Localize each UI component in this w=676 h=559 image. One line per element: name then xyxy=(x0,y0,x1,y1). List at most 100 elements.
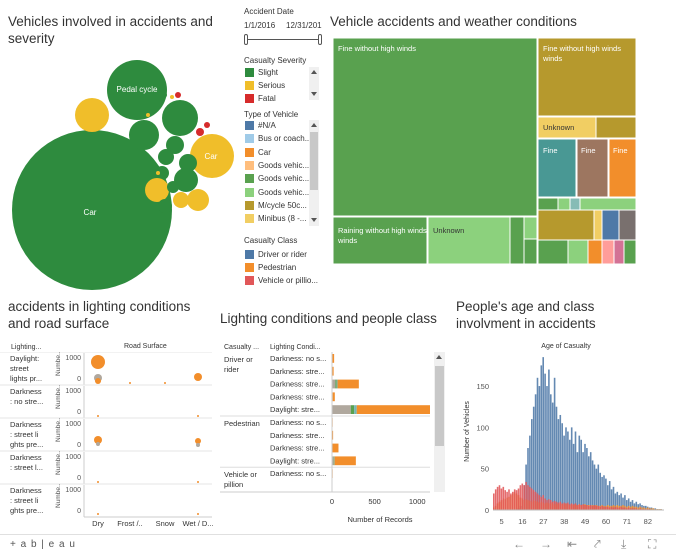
age-bar[interactable] xyxy=(546,386,548,510)
age-bar[interactable] xyxy=(582,452,584,510)
download-icon[interactable]: ⤓ xyxy=(621,537,627,551)
age-bar[interactable] xyxy=(605,478,607,510)
age-bar[interactable] xyxy=(532,406,535,510)
legend-swatch[interactable] xyxy=(245,187,254,197)
age-bar[interactable] xyxy=(593,505,596,510)
treemap-cell[interactable] xyxy=(595,116,637,139)
age-bar[interactable] xyxy=(593,464,596,510)
age-bar[interactable] xyxy=(610,506,613,510)
age-bar[interactable] xyxy=(591,505,594,510)
age-bar[interactable] xyxy=(534,491,537,510)
age-bar[interactable] xyxy=(607,506,609,510)
age-bar[interactable] xyxy=(652,508,655,510)
slider-handle-start[interactable] xyxy=(244,34,248,45)
treemap-cell[interactable] xyxy=(509,216,525,264)
age-bar[interactable] xyxy=(550,394,552,510)
age-bar[interactable] xyxy=(563,435,565,510)
age-bar[interactable] xyxy=(519,485,522,510)
legend-item-label[interactable]: Bus or coach.. xyxy=(258,134,310,144)
age-bar[interactable] xyxy=(629,508,632,510)
bubble[interactable] xyxy=(158,199,172,213)
age-bar[interactable] xyxy=(629,506,632,510)
people-bar-segment[interactable] xyxy=(335,379,337,389)
age-bar[interactable] xyxy=(565,427,567,510)
age-bar[interactable] xyxy=(532,490,535,510)
age-bar[interactable] xyxy=(635,508,638,510)
age-bar[interactable] xyxy=(578,504,581,510)
age-bar[interactable] xyxy=(559,501,562,510)
age-bar[interactable] xyxy=(639,508,641,510)
people-bar-segment[interactable] xyxy=(336,379,338,389)
bubble-car-small[interactable] xyxy=(190,134,234,178)
age-bar[interactable] xyxy=(538,495,541,510)
bubble[interactable] xyxy=(129,120,159,150)
age-bar[interactable] xyxy=(551,501,554,510)
age-bar[interactable] xyxy=(631,500,634,510)
legend-swatch[interactable] xyxy=(245,263,254,272)
legend-swatch[interactable] xyxy=(245,147,254,157)
age-bar[interactable] xyxy=(542,495,544,510)
age-bar[interactable] xyxy=(569,439,571,510)
age-bar[interactable] xyxy=(629,501,632,510)
tableau-logo[interactable]: + a b | e a u xyxy=(10,539,76,550)
treemap-cell[interactable] xyxy=(601,209,620,241)
age-bar[interactable] xyxy=(608,481,611,510)
age-bar[interactable] xyxy=(550,500,552,510)
lighting-road-mark[interactable] xyxy=(197,415,199,417)
legend-item-label[interactable]: M/cycle 50c... xyxy=(258,200,307,210)
age-bar[interactable] xyxy=(553,500,556,510)
age-bar[interactable] xyxy=(561,423,563,510)
age-bar[interactable] xyxy=(506,491,508,510)
age-bar[interactable] xyxy=(576,452,579,510)
lighting-road-mark[interactable] xyxy=(97,481,99,483)
people-bar-segment[interactable] xyxy=(332,392,335,402)
treemap-cell-fine-big[interactable] xyxy=(333,38,538,217)
age-bar[interactable] xyxy=(563,502,565,510)
age-bar[interactable] xyxy=(631,505,634,510)
treemap-cell[interactable] xyxy=(623,239,637,264)
age-bar[interactable] xyxy=(559,414,562,510)
legend-swatch[interactable] xyxy=(245,160,254,170)
age-bar[interactable] xyxy=(500,488,503,510)
lighting-road-mark[interactable] xyxy=(164,382,166,384)
age-bar[interactable] xyxy=(597,464,600,510)
age-bar[interactable] xyxy=(555,501,558,510)
age-bar[interactable] xyxy=(508,489,510,510)
age-bar[interactable] xyxy=(531,488,533,510)
age-bar[interactable] xyxy=(548,499,550,510)
age-bar[interactable] xyxy=(502,486,505,510)
age-bar[interactable] xyxy=(504,490,506,510)
treemap-cell[interactable] xyxy=(523,216,538,240)
age-bar[interactable] xyxy=(534,394,537,510)
people-bar-segment[interactable] xyxy=(332,354,335,363)
treemap-cell[interactable] xyxy=(523,238,538,264)
bubble-car-big[interactable] xyxy=(12,130,172,290)
age-bar[interactable] xyxy=(595,468,598,510)
age-bar[interactable] xyxy=(648,508,651,510)
legend-item-label[interactable]: Fatal xyxy=(258,94,276,103)
age-bar[interactable] xyxy=(582,504,584,510)
age-bar[interactable] xyxy=(531,419,533,510)
lighting-road-mark[interactable] xyxy=(95,378,101,384)
age-bar[interactable] xyxy=(546,500,548,510)
treemap-cell[interactable] xyxy=(557,197,571,211)
age-bar[interactable] xyxy=(614,493,617,510)
legend-swatch[interactable] xyxy=(245,134,254,144)
bubble[interactable] xyxy=(196,128,204,136)
legend-item-label[interactable]: Serious xyxy=(258,81,286,90)
age-bar[interactable] xyxy=(580,505,582,510)
people-bar-segment[interactable] xyxy=(332,366,334,376)
legend-item-label[interactable]: Driver or rider xyxy=(258,250,307,259)
age-bar[interactable] xyxy=(572,443,575,510)
people-bar-segment[interactable] xyxy=(354,405,357,414)
legend-swatch[interactable] xyxy=(245,200,254,210)
age-bar[interactable] xyxy=(570,427,573,510)
legend-item-label[interactable]: Minibus (8 -... xyxy=(258,214,307,224)
age-bar[interactable] xyxy=(624,495,626,510)
legend-swatch[interactable] xyxy=(245,214,254,224)
legend-item-label[interactable]: Goods vehic... xyxy=(258,187,310,197)
age-bar[interactable] xyxy=(601,476,603,510)
age-bar[interactable] xyxy=(607,485,609,510)
age-bar[interactable] xyxy=(608,507,611,510)
age-bar[interactable] xyxy=(597,505,600,510)
